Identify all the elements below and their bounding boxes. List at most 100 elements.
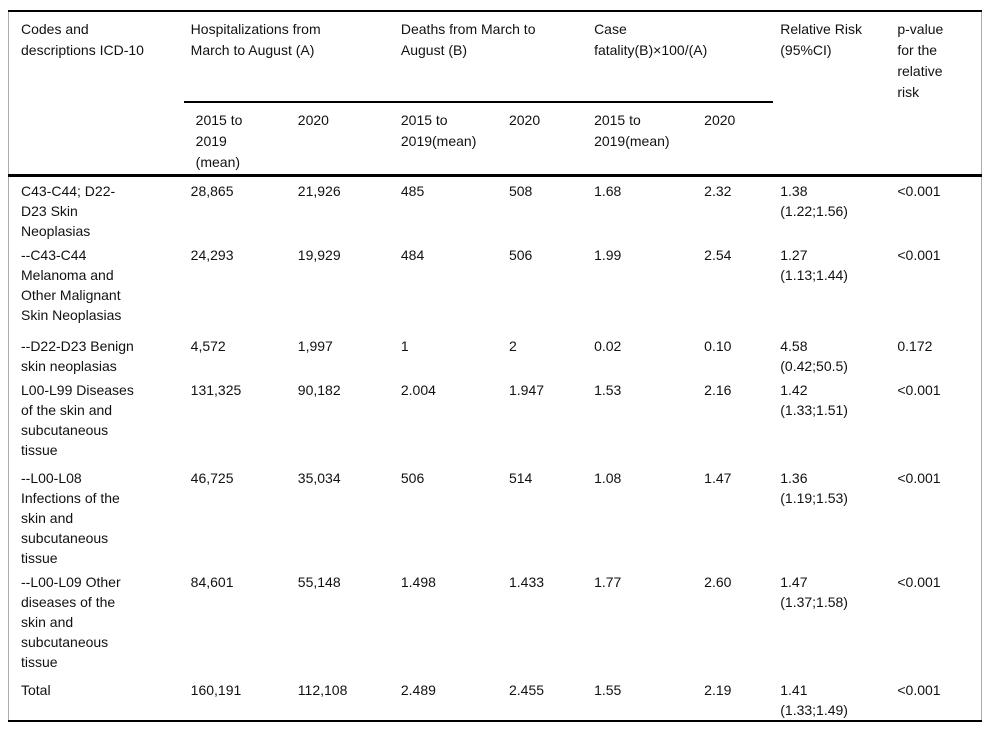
rr-value: 4.58: [780, 337, 808, 354]
cell-desc-text: Total: [21, 681, 51, 698]
table-row: L00-L99 Diseases of the skin and subcuta…: [9, 376, 982, 464]
cell-desc: --C43-C44 Melanoma and Other Malignant S…: [9, 241, 184, 332]
subheader-deaths-2020-label: 2020: [508, 112, 541, 128]
rr-ci: (1.37;1.58): [780, 593, 848, 610]
cell-relative-risk: 1.27 (1.13;1.44): [773, 241, 890, 332]
cell-deaths-2020: 506: [508, 246, 533, 263]
cell-p-value: <0.001: [897, 246, 941, 263]
cell-deaths-2020: 2: [508, 337, 517, 354]
table-row-total: Total 160,191 112,108 2.489 2.455 1.55 2…: [9, 676, 982, 721]
cell-relative-risk: 1.41 (1.33;1.49): [773, 676, 890, 721]
cell-hosp-2020: 21,926: [297, 182, 341, 199]
cell-relative-risk: 1.36 (1.19;1.53): [773, 464, 890, 568]
subheader-hosp-2020: 2020: [290, 102, 394, 177]
header-sub-row: 2015 to 2019 (mean) 2020 2015 to 2019(me…: [9, 102, 982, 177]
cell-desc-text: C43-C44; D22-D23 Skin Neoplasias: [21, 182, 116, 239]
cell-cf-2020: 2.54: [704, 246, 732, 263]
cell-cf-2020: 2.19: [704, 681, 732, 698]
cell-cf-mean: 1.55: [594, 681, 622, 698]
cell-deaths-mean: 2.004: [400, 381, 436, 398]
table-row: --C43-C44 Melanoma and Other Malignant S…: [9, 241, 982, 332]
cell-desc: L00-L99 Diseases of the skin and subcuta…: [9, 376, 184, 464]
cell-hosp-2020: 90,182: [297, 381, 341, 398]
subheader-cf-mean: 2015 to 2019(mean): [587, 102, 698, 177]
rr-ci: (1.19;1.53): [780, 489, 848, 506]
cell-deaths-2020: 1.947: [508, 381, 545, 398]
col-header-case-fatality-label: Case fatality(B)×100/(A): [594, 21, 708, 58]
cell-relative-risk: 1.42 (1.33;1.51): [773, 376, 890, 464]
cell-p-value: <0.001: [897, 182, 941, 199]
cell-p-value: <0.001: [897, 381, 941, 398]
cell-desc: C43-C44; D22-D23 Skin Neoplasias: [9, 175, 184, 241]
cell-desc-text: --L00-L09 Other diseases of the skin and…: [21, 573, 121, 670]
cell-hosp-mean: 4,572: [190, 337, 226, 354]
cell-cf-mean: 1.53: [594, 381, 622, 398]
cell-cf-mean: 1.08: [594, 469, 622, 486]
cell-hosp-2020: 112,108: [297, 681, 348, 698]
cell-cf-2020: 2.60: [704, 573, 732, 590]
cell-deaths-mean: 1.498: [400, 573, 436, 590]
cell-hosp-2020: 35,034: [297, 469, 341, 486]
statistics-table: Codes and descriptions ICD-10 Hospitaliz…: [8, 10, 982, 722]
subheader-deaths-2020: 2020: [501, 102, 588, 177]
cell-p-value: 0.172: [897, 337, 933, 354]
subheader-deaths-mean-label: 2015 to 2019(mean): [400, 112, 477, 149]
subheader-cf-2020-label: 2020: [704, 112, 736, 128]
rr-value: 1.36: [780, 469, 808, 486]
col-header-relative-risk-label: Relative Risk (95%CI): [780, 21, 862, 58]
rr-ci: (1.22;1.56): [780, 202, 848, 219]
subheader-deaths-mean: 2015 to 2019(mean): [393, 102, 502, 177]
cell-cf-mean: 1.77: [594, 573, 622, 590]
col-header-case-fatality: Case fatality(B)×100/(A): [587, 11, 774, 103]
cell-desc-text: --D22-D23 Benign skin neoplasias: [21, 337, 134, 374]
table-row: --L00-L08 Infections of the skin and sub…: [9, 464, 982, 568]
cell-cf-2020: 2.16: [704, 381, 732, 398]
rr-value: 1.38: [780, 182, 808, 199]
col-header-p-value: p-value for the relative risk: [890, 11, 982, 177]
cell-deaths-2020: 1.433: [508, 573, 545, 590]
rr-value: 1.47: [780, 573, 808, 590]
col-header-deaths: Deaths from March to August (B): [393, 11, 588, 103]
cell-cf-mean: 0.02: [594, 337, 622, 354]
cell-desc: Total: [9, 676, 184, 721]
cell-hosp-mean: 84,601: [190, 573, 234, 590]
cell-cf-mean: 1.99: [594, 246, 622, 263]
cell-desc-text: --C43-C44 Melanoma and Other Malignant S…: [21, 246, 122, 323]
cell-hosp-mean: 131,325: [190, 381, 242, 398]
cell-deaths-2020: 2.455: [508, 681, 545, 698]
cell-p-value: <0.001: [897, 681, 941, 698]
col-header-hospitalizations: Hospitalizations from March to August (A…: [183, 11, 394, 103]
table-row: --D22-D23 Benign skin neoplasias 4,572 1…: [9, 332, 982, 376]
cell-cf-2020: 2.32: [704, 182, 732, 199]
cell-desc-text: --L00-L08 Infections of the skin and sub…: [21, 469, 120, 566]
cell-cf-mean: 1.68: [594, 182, 622, 199]
cell-deaths-mean: 2.489: [400, 681, 436, 698]
col-header-p-value-label: p-value for the relative risk: [897, 21, 944, 100]
cell-hosp-2020: 1,997: [297, 337, 333, 354]
cell-deaths-mean: 506: [400, 469, 425, 486]
rr-ci: (1.33;1.49): [780, 701, 848, 718]
rr-value: 1.42: [780, 381, 808, 398]
cell-hosp-mean: 46,725: [190, 469, 234, 486]
subheader-hosp-2020-label: 2020: [297, 112, 329, 128]
cell-hosp-2020: 55,148: [297, 573, 341, 590]
cell-hosp-mean: 24,293: [190, 246, 234, 263]
col-header-codes-label: Codes and descriptions ICD-10: [21, 21, 144, 58]
col-header-deaths-label: Deaths from March to August (B): [400, 21, 536, 58]
cell-cf-2020: 0.10: [704, 337, 732, 354]
cell-relative-risk: 4.58 (0.42;50.5): [773, 332, 890, 376]
col-header-codes: Codes and descriptions ICD-10: [8, 11, 184, 177]
cell-p-value: <0.001: [897, 469, 941, 486]
cell-desc: --L00-L09 Other diseases of the skin and…: [9, 568, 184, 676]
rr-ci: (1.33;1.51): [780, 401, 848, 418]
cell-desc-text: L00-L99 Diseases of the skin and subcuta…: [21, 381, 134, 458]
table-row: --L00-L09 Other diseases of the skin and…: [9, 568, 982, 676]
cell-p-value: <0.001: [897, 573, 941, 590]
rr-ci: (1.13;1.44): [780, 266, 848, 283]
cell-deaths-mean: 484: [400, 246, 425, 263]
table-row: C43-C44; D22-D23 Skin Neoplasias 28,865 …: [9, 175, 982, 241]
header-group-row: Codes and descriptions ICD-10 Hospitaliz…: [8, 11, 982, 177]
subheader-hosp-mean: 2015 to 2019 (mean): [183, 102, 291, 177]
cell-hosp-2020: 19,929: [297, 246, 341, 263]
rr-ci: (0.42;50.5): [780, 357, 848, 374]
